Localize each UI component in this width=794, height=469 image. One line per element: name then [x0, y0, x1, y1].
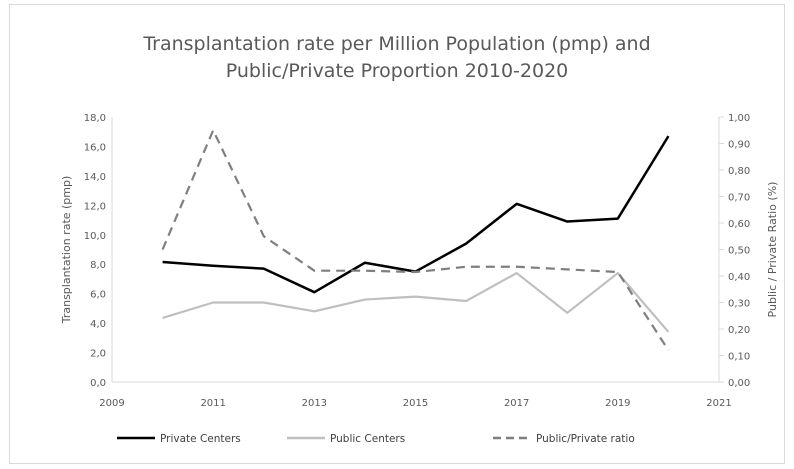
y2-tick-label: 0,60: [728, 219, 750, 230]
y2-tick-label: 0,20: [728, 325, 750, 336]
y2-axis-title: Public / Private Ratio (%): [766, 182, 779, 318]
y-axis-title: Transplantation rate (pmp): [60, 176, 73, 325]
y-tick-label: 4,0: [90, 319, 106, 330]
y-tick-label: 16,0: [84, 142, 106, 153]
y2-tick-label: 0,50: [728, 246, 750, 257]
y2-tick-label: 0,00: [728, 378, 750, 389]
x-tick-label: 2021: [706, 398, 731, 409]
y-tick-label: 8,0: [90, 260, 106, 271]
legend-label: Public Centers: [330, 433, 405, 445]
y-tick-label: 2,0: [90, 349, 106, 360]
legend-label: Public/Private ratio: [536, 433, 635, 445]
series-line-public-centers: [162, 271, 670, 333]
y2-tick-label: 0,10: [728, 352, 750, 363]
y2-tick-label: 0,80: [728, 166, 750, 177]
y-tick-label: 0,0: [90, 378, 106, 389]
x-tick-label: 2009: [99, 398, 124, 409]
x-tick-label: 2015: [403, 398, 428, 409]
chart-title-line: Transplantation rate per Million Populat…: [142, 33, 650, 55]
series-line-public-private-ratio: [161, 129, 670, 351]
y-tick-label: 18,0: [84, 113, 106, 124]
chart-frame: [9, 4, 785, 464]
y2-tick-label: 0,90: [728, 140, 750, 151]
y-tick-label: 10,0: [84, 231, 106, 242]
x-tick-label: 2017: [504, 398, 529, 409]
x-tick-label: 2019: [605, 398, 630, 409]
y2-tick-label: 0,40: [728, 272, 750, 283]
y2-tick-label: 0,70: [728, 193, 750, 204]
legend-label: Private Centers: [160, 433, 241, 445]
y-tick-label: 14,0: [84, 172, 106, 183]
y-tick-label: 12,0: [84, 201, 106, 212]
series-line-private-centers: [162, 135, 670, 294]
y2-tick-label: 0,30: [728, 299, 750, 310]
x-tick-label: 2013: [302, 398, 327, 409]
chart-title-line: Public/Private Proportion 2010-2020: [226, 60, 569, 82]
y2-tick-label: 1,00: [728, 113, 750, 124]
x-tick-label: 2011: [200, 398, 225, 409]
y-tick-label: 6,0: [90, 290, 106, 301]
